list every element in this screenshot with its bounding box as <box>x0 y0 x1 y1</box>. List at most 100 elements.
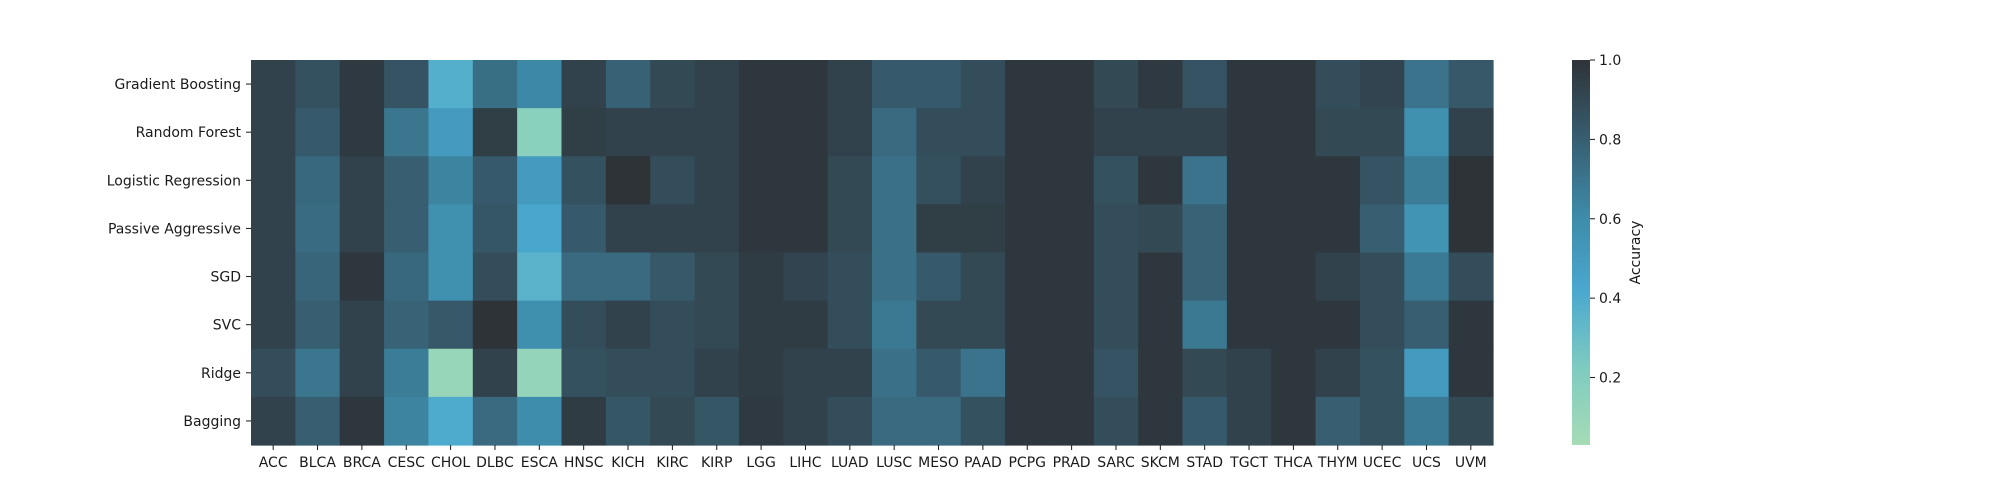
heatmap-cell <box>1005 60 1051 109</box>
heatmap-cell <box>827 204 873 254</box>
heatmap-cell <box>694 156 740 205</box>
heatmap-cell <box>472 252 518 302</box>
heatmap-cell <box>1448 60 1494 109</box>
heatmap-cell <box>384 60 430 109</box>
heatmap-cell <box>1005 396 1051 446</box>
row-label: Gradient Boosting <box>114 77 241 93</box>
heatmap-cell <box>872 348 917 398</box>
heatmap-cell <box>916 396 962 446</box>
heatmap-cell <box>295 60 341 109</box>
heatmap-cell <box>251 348 296 398</box>
heatmap-cell <box>295 108 341 157</box>
heatmap-cell <box>605 156 651 205</box>
heatmap-cell <box>783 60 829 109</box>
heatmap-cell <box>1049 348 1095 398</box>
heatmap-cell <box>605 396 651 446</box>
column-label: LGG <box>746 455 776 471</box>
heatmap-cell <box>872 252 917 302</box>
heatmap-cell <box>517 252 563 302</box>
heatmap-cell <box>827 300 873 350</box>
heatmap-cell <box>251 108 296 157</box>
heatmap-cell <box>1404 300 1450 350</box>
row-label: Logistic Regression <box>107 173 241 189</box>
heatmap-cell <box>872 204 917 254</box>
heatmap-cell <box>295 156 341 205</box>
heatmap-cell <box>783 108 829 157</box>
heatmap-cell <box>1359 348 1405 398</box>
heatmap-cell <box>1138 348 1184 398</box>
heatmap-cell <box>872 396 917 446</box>
heatmap-cell <box>827 60 873 109</box>
column-label: UCEC <box>1363 455 1402 471</box>
heatmap-cell <box>517 108 563 157</box>
heatmap-cell <box>738 348 784 398</box>
colorbar-tick-label: 0.6 <box>1599 212 1621 228</box>
column-label: UCS <box>1412 455 1441 471</box>
heatmap-cell <box>916 252 962 302</box>
column-label: THYM <box>1317 455 1358 471</box>
column-label: STAD <box>1186 455 1223 471</box>
heatmap-cell <box>916 348 962 398</box>
heatmap-cell <box>916 108 962 157</box>
heatmap-cell <box>1093 156 1139 205</box>
heatmap-cell <box>872 300 917 350</box>
column-label: CESC <box>388 455 426 471</box>
colorbar-ticks: 0.2 0.4 0.6 0.8 1.0 <box>1590 53 1621 387</box>
heatmap-cell <box>1049 156 1095 205</box>
heatmap-cell <box>1404 60 1450 109</box>
heatmap-cell <box>472 204 518 254</box>
heatmap-cell <box>960 348 1006 398</box>
heatmap-cell <box>561 60 607 109</box>
heatmap-cell <box>384 348 430 398</box>
heatmap-cell <box>1271 108 1317 157</box>
heatmap-cell <box>517 156 563 205</box>
heatmap-cell <box>827 156 873 205</box>
heatmap-cell <box>1005 348 1051 398</box>
heatmap-cell <box>339 396 385 446</box>
heatmap-cell <box>827 396 873 446</box>
heatmap-cell <box>1359 396 1405 446</box>
row-label: Bagging <box>183 414 241 430</box>
heatmap-cell <box>1005 204 1051 254</box>
heatmap-cell <box>1226 396 1272 446</box>
heatmap-cell <box>1359 108 1405 157</box>
heatmap-cell <box>694 300 740 350</box>
heatmap-cell <box>1093 348 1139 398</box>
colorbar-tick-label: 0.4 <box>1599 291 1621 307</box>
heatmap-cell <box>517 348 563 398</box>
heatmap-cell <box>561 348 607 398</box>
heatmap-cell <box>428 300 474 350</box>
heatmap-cell <box>1226 60 1272 109</box>
column-label: HNSC <box>564 455 604 471</box>
heatmap-cell <box>1049 300 1095 350</box>
column-label: KICH <box>611 455 645 471</box>
heatmap-cell <box>384 108 430 157</box>
heatmap-cell <box>295 252 341 302</box>
column-label: ESCA <box>521 455 559 471</box>
heatmap-cell <box>384 252 430 302</box>
heatmap-cell <box>1093 204 1139 254</box>
row-label: Passive Aggressive <box>108 221 241 237</box>
heatmap-cell <box>1359 156 1405 205</box>
heatmap-cell <box>1404 396 1450 446</box>
heatmap-cell <box>1226 204 1272 254</box>
heatmap-cell <box>428 156 474 205</box>
heatmap-cell <box>1315 252 1361 302</box>
heatmap-cell <box>1049 252 1095 302</box>
heatmap-cell <box>1226 108 1272 157</box>
heatmap-cell <box>827 348 873 398</box>
heatmap-cell <box>1182 252 1228 302</box>
heatmap-cell <box>738 156 784 205</box>
heatmap-cell <box>694 108 740 157</box>
heatmap-cell <box>960 60 1006 109</box>
column-label: LIHC <box>789 455 821 471</box>
heatmap-cell <box>1005 252 1051 302</box>
heatmap-cell <box>960 204 1006 254</box>
heatmap-cell <box>472 348 518 398</box>
heatmap-cell <box>517 396 563 446</box>
heatmap-cell <box>1271 252 1317 302</box>
heatmap-cell <box>960 396 1006 446</box>
colorbar-label: Accuracy <box>1628 221 1644 285</box>
heatmap-cell <box>694 348 740 398</box>
